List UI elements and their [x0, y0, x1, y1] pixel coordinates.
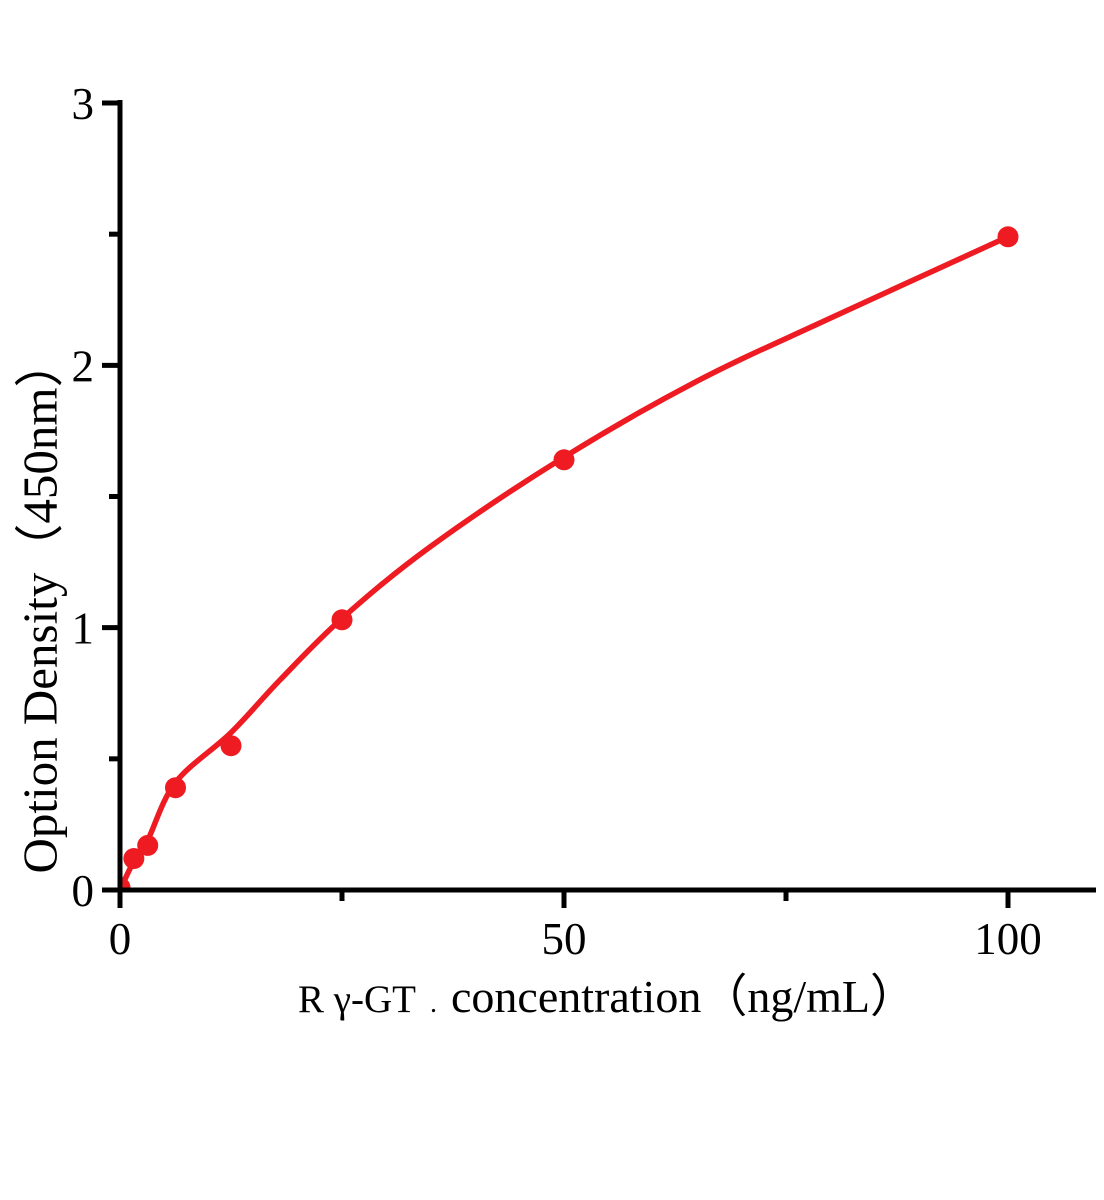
data-point [165, 777, 186, 799]
y-axis-title: Option Density（450nm） [12, 338, 68, 874]
data-point [331, 609, 353, 631]
fit-curve [120, 234, 1011, 890]
data-point [123, 848, 145, 870]
data-point [120, 876, 131, 890]
fit-curve-layer [120, 234, 1011, 890]
data-point [220, 735, 242, 757]
x-tick-label: 50 [542, 914, 587, 964]
x-axis-title-main: concentration（ng/mL） [450, 971, 916, 1022]
y-tick-label: 1 [72, 604, 95, 654]
x-tick-label: 100 [974, 914, 1042, 964]
x-axis-title: R γ-GT . concentration（ng/mL） [298, 960, 916, 1026]
data-point [553, 449, 575, 471]
y-tick-label: 3 [72, 79, 95, 129]
x-axis-title-prefix: R γ-GT [298, 978, 416, 1021]
x-axis-title-dot: . [429, 988, 437, 1019]
x-tick-label: 0 [109, 914, 132, 964]
data-points-layer [120, 226, 1019, 890]
axes-layer [102, 100, 1096, 908]
y-tick-label: 2 [72, 341, 95, 391]
data-point [137, 834, 159, 856]
tick-labels-layer: 0 50 100 0 1 2 3 [72, 79, 1042, 964]
data-point [997, 226, 1019, 248]
y-tick-label: 0 [72, 866, 95, 916]
